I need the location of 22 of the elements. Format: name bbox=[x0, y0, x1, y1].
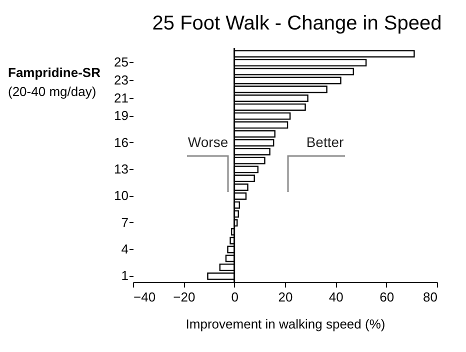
y-tick-label: 21 bbox=[114, 90, 128, 106]
y-tick-label: 19 bbox=[114, 108, 128, 124]
annotation: Worse bbox=[188, 134, 228, 150]
y-tick-label: 23 bbox=[114, 72, 128, 88]
annotation: Better bbox=[306, 134, 344, 150]
y-axis-title: Fampridine-SR (20-40 mg/day) bbox=[8, 65, 102, 99]
x-tick-label: 40 bbox=[328, 290, 344, 304]
y-tick-label: 10 bbox=[114, 188, 128, 204]
y-tick-label: 25 bbox=[114, 54, 128, 70]
y-tick-label: 4 bbox=[121, 242, 128, 257]
x-tick-label: −40 bbox=[134, 290, 156, 304]
x-tick-label: −20 bbox=[173, 290, 196, 304]
x-axis-title: Improvement in walking speed (%) bbox=[186, 316, 386, 332]
x-tick-label: 0 bbox=[231, 290, 238, 304]
y-tick-label: 1 bbox=[121, 268, 128, 284]
x-tick-label: 60 bbox=[380, 290, 394, 304]
y-tick-label: 16 bbox=[114, 134, 128, 150]
y-tick-label: 7 bbox=[121, 214, 128, 230]
x-tick-label: 80 bbox=[423, 290, 438, 304]
chart-title: 25 Foot Walk - Change in Speed bbox=[152, 12, 442, 34]
x-tick-label: 20 bbox=[278, 290, 293, 304]
y-tick-label: 13 bbox=[114, 161, 128, 176]
